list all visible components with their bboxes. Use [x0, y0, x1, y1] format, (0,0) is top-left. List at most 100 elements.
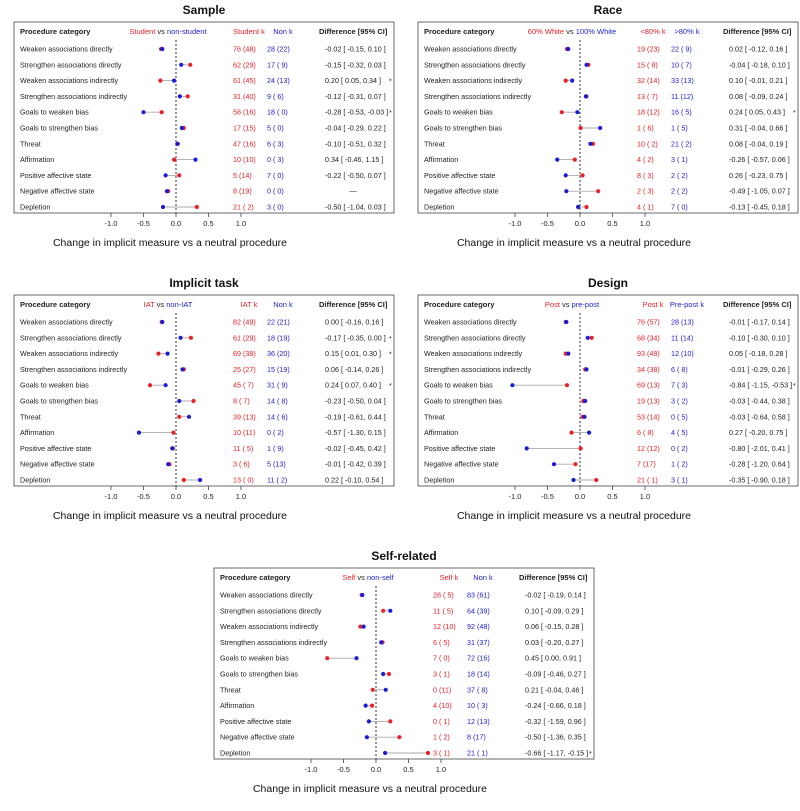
category-label: Goals to weaken bias — [424, 108, 493, 117]
dot-non-iat — [160, 319, 165, 325]
dot-self — [370, 703, 375, 708]
legend-group1: 60% White — [528, 27, 564, 36]
difference-ci-value: -0.28 [ -1.20, 0.64 ] — [729, 460, 790, 469]
x-tick-label: -1.0 — [105, 492, 118, 501]
group1-k-value: 69 (13) — [637, 381, 660, 390]
dot-non-student — [164, 189, 169, 194]
group1-k-value: 61 (29) — [233, 333, 256, 342]
group2-k-value: 83 (61) — [467, 591, 490, 600]
group1-k-value: 10 ( 2) — [637, 139, 658, 148]
category-label: Strengthen associations indirectly — [20, 365, 127, 374]
dot-iat — [156, 351, 161, 356]
dot-non-student — [193, 157, 198, 162]
category-label: Threat — [20, 139, 41, 148]
group2-k-value: 24 (13) — [267, 76, 290, 85]
legend-group2: non-student — [167, 27, 208, 36]
dot-iat — [147, 383, 153, 388]
group2-k-value: 10 ( 7) — [671, 60, 692, 69]
x-tick-label: 1.0 — [640, 219, 650, 228]
group2-k-value: 3 ( 2) — [671, 397, 688, 406]
dot-60-white — [563, 78, 568, 83]
group2-k-value: 9 ( 6) — [267, 92, 284, 101]
dot-self — [388, 719, 393, 724]
legend-group1: Post — [545, 300, 561, 309]
difference-ci-value: -0.49 [ -1.05, 0.07 ] — [729, 187, 790, 196]
difference-ci-value: -0.19 [ -0.61, 0.44 ] — [325, 412, 386, 421]
difference-ci-value: 0.24 [ 0.05, 0.43 ] — [729, 108, 785, 117]
dot-non-iat — [178, 335, 183, 340]
group1-k-value: 19 (13) — [637, 397, 660, 406]
dot-self — [386, 671, 392, 677]
dot-non-student — [160, 46, 165, 52]
difference-ci-value: -0.24 [ -0.66, 0.18 ] — [525, 701, 586, 710]
difference-ci-value: 0.10 [ -0.09, 0.29 ] — [525, 606, 583, 615]
panel-frame — [213, 567, 595, 760]
group2-k-value: 7 ( 0) — [267, 171, 284, 180]
difference-ci-value: -0.10 [ -0.51, 0.32 ] — [325, 139, 386, 148]
dot-non-self — [361, 624, 366, 629]
group2-k-value: 11 (14) — [671, 333, 693, 342]
group1-k-value: 45 ( 7) — [233, 381, 254, 390]
x-tick-label: -0.5 — [541, 492, 554, 501]
category-label: Weaken associations indirectly — [424, 76, 523, 85]
dot-student — [171, 157, 177, 162]
group2-k-value: 17 ( 9) — [267, 60, 288, 69]
dot-non-iat — [186, 414, 192, 419]
header-group1-k: Student k — [233, 27, 265, 36]
difference-ci-value: -0.01 [ -0.17, 0.14 ] — [729, 318, 790, 327]
panel-title: Self-related — [371, 549, 436, 563]
category-label: Positive affective state — [424, 171, 495, 180]
x-tick-label: -1.0 — [509, 492, 522, 501]
group2-k-value: 10 ( 3) — [467, 701, 488, 710]
difference-ci-value: -0.66 [ -1.17, -0.15 ] — [525, 749, 588, 758]
group1-k-value: 13 ( 7) — [637, 92, 658, 101]
x-tick-label: 0.5 — [607, 492, 617, 501]
category-label: Weaken associations indirectly — [424, 349, 523, 358]
difference-ci-value: -0.03 [ -0.64, 0.58 ] — [729, 412, 790, 421]
group1-k-value: 0 (11) — [433, 685, 451, 694]
significance-marker: * — [389, 336, 392, 343]
difference-ci-value: 0.22 [ -0.10, 0.54 ] — [325, 476, 383, 485]
category-label: Negative affective state — [20, 187, 95, 196]
panel-frame — [417, 294, 799, 487]
dot-pre-post — [585, 335, 590, 340]
panel-frame — [13, 294, 395, 487]
difference-ci-value: -0.15 [ -0.32, 0.03 ] — [325, 60, 386, 69]
legend-group2: non-IAT — [166, 300, 193, 309]
dot-student — [194, 204, 199, 210]
header-procedure-category: Procedure category — [20, 300, 91, 309]
group2-k-value: 0 ( 5) — [671, 412, 688, 421]
group2-k-value: 28 (22) — [267, 45, 290, 54]
difference-ci-value: -0.26 [ -0.57, 0.06 ] — [729, 155, 790, 164]
difference-ci-value: 0.05 [ -0.18, 0.28 ] — [729, 349, 787, 358]
group2-k-value: 8 (17) — [467, 733, 486, 742]
header-group1-k: Self k — [440, 573, 459, 582]
category-label: Affirmation — [20, 428, 54, 437]
x-tick-label: -1.0 — [509, 219, 522, 228]
difference-ci-value: 0.08 [ -0.04, 0.19 ] — [729, 139, 787, 148]
group-legend: Post vs pre-post — [545, 300, 600, 309]
dot-self — [325, 656, 330, 661]
dot-post — [569, 430, 574, 435]
group2-k-value: 3 ( 0) — [267, 203, 284, 212]
group2-k-value: 1 ( 5) — [671, 124, 688, 133]
difference-ci-value: 0.24 [ 0.07, 0.40 ] — [325, 381, 381, 390]
x-tick-label: 0.5 — [607, 219, 617, 228]
group1-k-value: 11 ( 5) — [233, 444, 253, 453]
difference-ci-value: -0.02 [ -0.45, 0.42 ] — [325, 444, 386, 453]
dot-100-white — [584, 62, 589, 67]
dot-non-self — [383, 750, 388, 756]
x-axis-label: Change in implicit measure vs a neutral … — [53, 237, 287, 249]
group1-k-value: 76 (57) — [637, 318, 660, 327]
header-group1-k: Post k — [643, 300, 664, 309]
difference-ci-value: 0.45 [ 0.00, 0.91 ] — [525, 654, 581, 663]
group1-k-value: 4 ( 2) — [637, 155, 654, 164]
dot-non-iat — [170, 446, 175, 451]
group2-k-value: 33 (13) — [671, 76, 694, 85]
category-label: Strengthen associations directly — [220, 606, 322, 615]
header-difference: Difference [95% CI] — [723, 27, 792, 36]
panel-implicit-task: Implicit task Procedure category IAT vs no… — [13, 276, 395, 522]
group2-k-value: 3 ( 1) — [671, 476, 688, 485]
group2-k-value: 16 ( 5) — [671, 108, 692, 117]
dot-non-iat — [136, 430, 142, 435]
